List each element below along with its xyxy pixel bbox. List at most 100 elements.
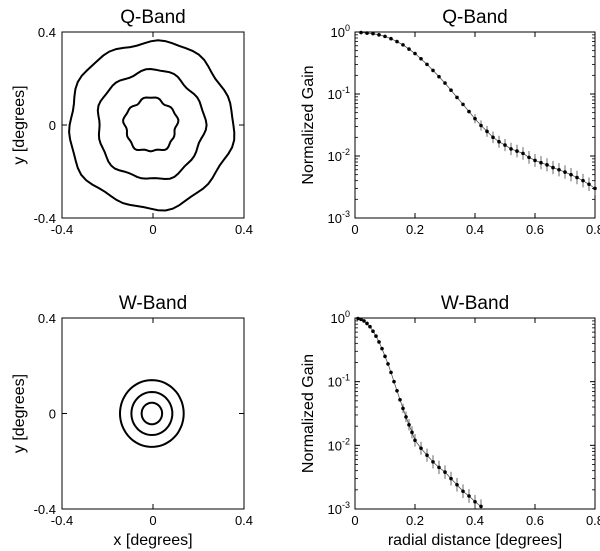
data-point: [551, 165, 555, 170]
data-point: [563, 170, 567, 174]
plot-frame: [61, 317, 245, 510]
chart-title: W-Band: [441, 293, 509, 314]
data-point: [389, 370, 393, 375]
data-point: [461, 489, 465, 494]
x-tick-label: -0.4: [51, 513, 73, 528]
data-point: [392, 379, 396, 384]
y-tick-label: 100: [331, 309, 350, 326]
data-point: [455, 482, 459, 487]
contour-line: [118, 379, 185, 448]
data-point: [593, 186, 597, 191]
data-point: [431, 68, 435, 73]
x-tick-label: 0.6: [526, 222, 544, 237]
data-point: [389, 36, 393, 41]
data-point: [359, 317, 363, 322]
y-axis-label: y [degrees]: [11, 374, 28, 453]
plot-frame: [354, 317, 596, 510]
data-point: [491, 135, 495, 140]
panel-1: Q-Band -0.4 0 0.4 -0.4 0 0.4 y [degrees]: [11, 7, 253, 237]
data-point: [443, 81, 447, 85]
plot-frame: [354, 31, 596, 219]
data-point: [371, 329, 375, 334]
data-point: [419, 446, 423, 451]
x-tick-label: 0.4: [466, 222, 484, 237]
panel-3: W-Band -0.4 0 0.4 -0.4 0 0.4 y [degrees] x [degr…: [11, 293, 253, 549]
x-tick-label: 0: [149, 222, 156, 237]
chart-title: Q-Band: [120, 7, 185, 28]
data-point: [545, 163, 549, 167]
data-point: [377, 33, 381, 37]
y-tick-label: -0.4: [34, 211, 56, 226]
data-point: [407, 47, 411, 51]
data-point: [479, 504, 483, 509]
data-point: [575, 175, 579, 180]
data-point: [383, 34, 387, 39]
x-tick-label: 0.4: [235, 513, 253, 528]
y-tick-label: 100: [331, 23, 350, 40]
data-point: [449, 88, 453, 93]
data-point: [371, 31, 375, 36]
contour-line: [140, 401, 164, 426]
y-tick-label: 0: [49, 407, 56, 422]
contour-line: [130, 390, 174, 437]
data-point: [569, 172, 573, 177]
x-axis-label: x [degrees]: [113, 532, 192, 549]
data-point: [437, 74, 441, 79]
data-point: [437, 465, 441, 470]
y-axis-label: y [degrees]: [11, 85, 28, 164]
data-point: [359, 30, 363, 35]
data-point: [539, 160, 543, 165]
y-tick-label: 10-1: [328, 373, 350, 390]
data-point: [461, 102, 465, 107]
data-point: [356, 316, 360, 321]
data-point: [467, 109, 471, 114]
data-point: [473, 499, 477, 504]
data-point: [557, 167, 561, 172]
chart-title: Q-Band: [442, 7, 507, 28]
data-point: [503, 143, 507, 147]
data-point: [509, 147, 513, 151]
x-axis-label: radial distance [degrees]: [388, 532, 562, 549]
y-axis-label: Normalized Gain: [300, 354, 317, 473]
data-point: [398, 397, 402, 402]
x-tick-label: 0.2: [406, 222, 424, 237]
panel-2: Q-Band 0 0.2 0.4 0.6 0.8 100 10-1 10-2 10-3 Normal…: [300, 7, 600, 237]
data-point: [374, 334, 378, 338]
data-point: [497, 139, 501, 144]
y-tick-label: 10-1: [328, 85, 350, 102]
data-point: [455, 95, 459, 100]
data-point: [533, 158, 537, 163]
x-tick-label: 0: [351, 222, 358, 237]
data-point: [413, 438, 417, 443]
plot-frame: [61, 31, 245, 219]
data-point: [368, 324, 372, 329]
x-tick-label: 0: [351, 513, 358, 528]
y-tick-label: 0: [49, 118, 56, 133]
x-tick-label: 0.8: [586, 513, 600, 528]
y-tick-label: 10-2: [328, 147, 350, 164]
data-point: [443, 470, 447, 474]
data-point: [581, 178, 585, 183]
data-point: [395, 388, 399, 393]
data-point: [401, 43, 405, 47]
data-point: [401, 406, 405, 411]
fit-curve: [360, 32, 596, 189]
data-point: [365, 31, 369, 35]
y-tick-label: 10-3: [328, 500, 350, 517]
contour-line: [68, 39, 236, 212]
x-tick-label: 0.2: [406, 513, 424, 528]
data-point: [377, 340, 381, 344]
x-tick-label: 0.8: [586, 222, 600, 237]
y-axis-label: Normalized Gain: [300, 65, 317, 184]
contour-line: [96, 67, 208, 181]
panel-4: W-Band 0 0.2 0.4 0.6 0.8 100 10-1 10-2 10-3 Normal…: [300, 293, 600, 549]
data-point: [425, 62, 429, 67]
data-point: [380, 346, 384, 351]
data-point: [479, 123, 483, 128]
x-tick-label: 0.6: [526, 513, 544, 528]
x-tick-label: 0.4: [235, 222, 253, 237]
data-point: [404, 415, 408, 419]
x-tick-label: 0.4: [466, 513, 484, 528]
y-tick-label: 0.4: [38, 25, 56, 40]
y-tick-label: 10-3: [328, 209, 350, 226]
